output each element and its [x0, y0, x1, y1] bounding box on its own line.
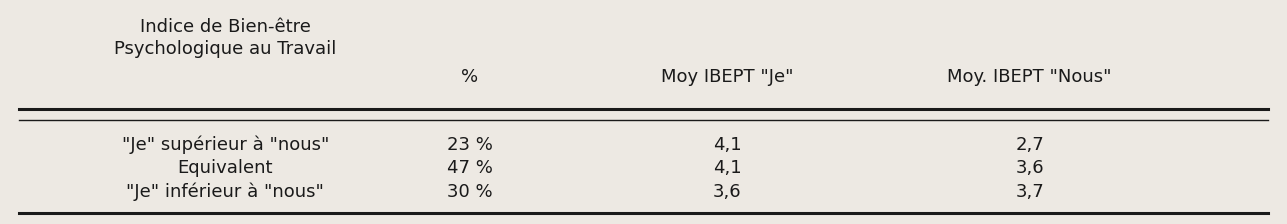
Text: 3,7: 3,7 — [1015, 183, 1044, 201]
Text: 30 %: 30 % — [447, 183, 493, 201]
Text: "Je" supérieur à "nous": "Je" supérieur à "nous" — [121, 136, 329, 154]
Text: 3,6: 3,6 — [1015, 159, 1044, 177]
Text: 4,1: 4,1 — [713, 159, 741, 177]
Text: 23 %: 23 % — [447, 136, 493, 154]
Text: 47 %: 47 % — [447, 159, 493, 177]
Text: "Je" inférieur à "nous": "Je" inférieur à "nous" — [126, 183, 324, 201]
Text: %: % — [461, 68, 479, 86]
Text: Moy IBEPT "Je": Moy IBEPT "Je" — [662, 68, 793, 86]
Text: Moy. IBEPT "Nous": Moy. IBEPT "Nous" — [947, 68, 1112, 86]
Text: 3,6: 3,6 — [713, 183, 741, 201]
Text: 2,7: 2,7 — [1015, 136, 1044, 154]
Text: Equivalent: Equivalent — [178, 159, 273, 177]
Text: 4,1: 4,1 — [713, 136, 741, 154]
Text: Indice de Bien-être
Psychologique au Travail: Indice de Bien-être Psychologique au Tra… — [115, 18, 336, 58]
